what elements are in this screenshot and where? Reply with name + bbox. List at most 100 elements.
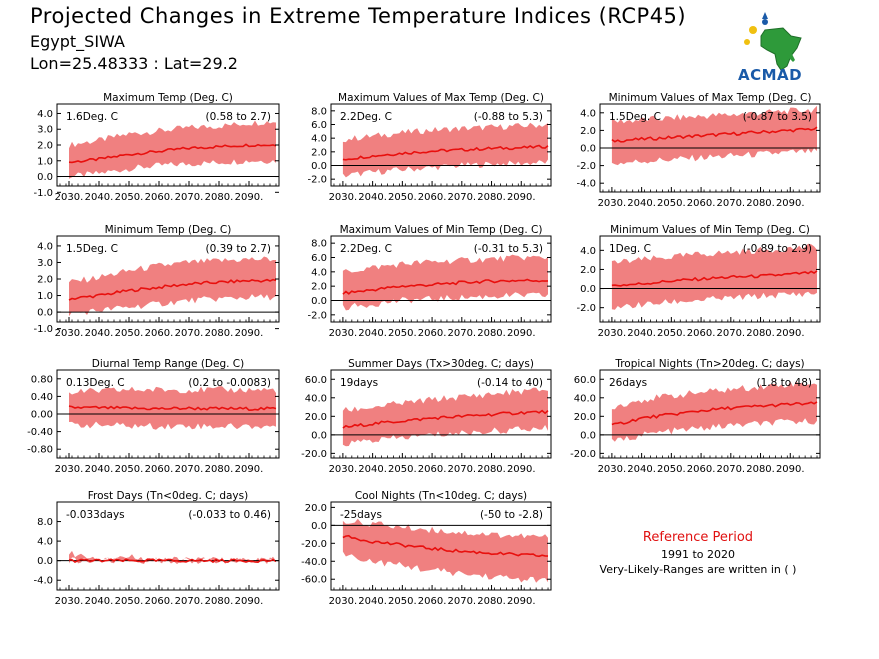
y-tick-label: 4.0 — [580, 246, 596, 257]
x-tick-label: 2080. — [477, 192, 506, 203]
x-tick-label: 2080. — [746, 198, 775, 209]
chart-title: Maximum Temp (Deg. C) — [103, 92, 233, 104]
y-tick-label: 4.0 — [37, 241, 53, 252]
likely-range-label: (0.58 to 2.7) — [206, 111, 272, 123]
y-tick-label: 2.0 — [311, 282, 327, 293]
series-mean-line — [68, 405, 277, 412]
y-tick-label: 20.0 — [305, 412, 327, 423]
x-tick-label: 2090. — [507, 596, 536, 607]
x-tick-label: 2090. — [776, 328, 805, 339]
y-tick-label: 60.0 — [574, 375, 596, 386]
series-mean-line — [68, 278, 277, 301]
x-tick-label: 2060. — [418, 596, 447, 607]
x-tick-label: 2040. — [85, 596, 114, 607]
chart-title: Maximum Values of Min Temp (Deg. C) — [340, 224, 543, 236]
africa-map-logo — [744, 12, 802, 71]
station-coordinates: Lon=25.48333 : Lat=29.2 — [30, 54, 238, 73]
x-tick-label: 2030. — [598, 328, 627, 339]
x-tick-label: 2050. — [115, 464, 144, 475]
figure-title: Projected Changes in Extreme Temperature… — [30, 4, 687, 28]
x-tick-label: 2090. — [235, 596, 264, 607]
x-tick-label: 2080. — [205, 192, 234, 203]
likely-range-label: (-0.033 to 0.46) — [188, 509, 271, 521]
reference-period-title: Reference Period — [642, 530, 754, 545]
station-name: Egypt_SIWA — [30, 32, 125, 51]
y-tick-label: -2.0 — [307, 310, 327, 321]
y-tick-label: -2.0 — [576, 161, 596, 172]
x-tick-label: 2030. — [598, 198, 627, 209]
x-tick-label: 2040. — [627, 198, 656, 209]
x-tick-label: 2080. — [477, 328, 506, 339]
y-tick-label: 8.0 — [311, 239, 327, 250]
median-change-label: 2.2Deg. C — [340, 111, 392, 123]
likely-range-label: (-0.14 to 40) — [477, 377, 543, 389]
x-tick-label: 2030. — [329, 596, 358, 607]
y-tick-label: 20.0 — [574, 412, 596, 423]
median-change-label: 2.2Deg. C — [340, 243, 392, 255]
y-tick-label: 0.40 — [31, 392, 53, 403]
y-tick-label: 0.0 — [311, 521, 327, 532]
y-tick-label: 0.0 — [37, 172, 53, 183]
x-tick-label: 2060. — [145, 596, 174, 607]
x-tick-label: 2040. — [358, 328, 387, 339]
x-tick-label: 2080. — [477, 464, 506, 475]
chart-title: Minimum Values of Max Temp (Deg. C) — [609, 92, 812, 104]
x-tick-label: 2050. — [388, 464, 417, 475]
median-change-label: 19days — [340, 377, 378, 389]
y-tick-label: 2.0 — [580, 126, 596, 137]
x-tick-label: 2070. — [175, 192, 204, 203]
x-tick-label: 2040. — [85, 464, 114, 475]
x-tick-label: 2050. — [115, 328, 144, 339]
y-tick-label: 0.0 — [580, 144, 596, 155]
x-tick-label: 2040. — [85, 328, 114, 339]
series-mean-line — [611, 401, 818, 426]
acmad-logo-text: ACMAD — [738, 66, 803, 84]
x-tick-label: 2080. — [746, 328, 775, 339]
y-tick-label: -1.0 — [33, 188, 53, 199]
x-tick-label: 2070. — [716, 464, 745, 475]
x-tick-label: 2040. — [627, 328, 656, 339]
likely-range-label: (1.8 to 48) — [757, 377, 812, 389]
x-tick-label: 2090. — [235, 328, 264, 339]
series-mean-line — [342, 144, 549, 161]
y-tick-label: -20.0 — [301, 539, 327, 550]
x-tick-label: 2070. — [716, 198, 745, 209]
x-tick-label: 2080. — [746, 464, 775, 475]
x-tick-label: 2050. — [657, 464, 686, 475]
y-tick-label: 4.0 — [37, 109, 53, 120]
y-tick-label: 2.0 — [311, 147, 327, 158]
median-change-label: 26days — [609, 377, 647, 389]
x-tick-label: 2040. — [627, 464, 656, 475]
chart-title: Diurnal Temp Range (Deg. C) — [92, 358, 244, 370]
x-tick-label: 2070. — [447, 596, 476, 607]
y-tick-label: 8.0 — [37, 517, 53, 528]
y-tick-label: 1.0 — [37, 291, 53, 302]
chart-title: Tropical Nights (Tn>20deg. C; days) — [614, 358, 804, 370]
median-change-label: 1.5Deg. C — [66, 243, 118, 255]
x-tick-label: 2080. — [205, 464, 234, 475]
y-tick-label: 2.0 — [37, 141, 53, 152]
likely-range-label: (-0.88 to 5.3) — [474, 111, 543, 123]
x-tick-label: 2030. — [329, 464, 358, 475]
y-tick-label: -4.0 — [33, 576, 53, 587]
x-tick-label: 2060. — [145, 464, 174, 475]
x-tick-label: 2080. — [477, 596, 506, 607]
likely-range-label: (0.39 to 2.7) — [206, 243, 272, 255]
likely-range-label: (-0.89 to 2.9) — [743, 243, 812, 255]
y-tick-label: 0.0 — [311, 430, 327, 441]
y-tick-label: -20.0 — [570, 449, 596, 460]
x-tick-label: 2060. — [687, 464, 716, 475]
x-tick-label: 2030. — [55, 464, 84, 475]
y-tick-label: -60.0 — [301, 575, 327, 586]
chart-title: Frost Days (Tn<0deg. C; days) — [88, 490, 248, 502]
x-tick-label: 2060. — [418, 464, 447, 475]
x-tick-label: 2080. — [205, 328, 234, 339]
y-tick-label: 0.0 — [580, 284, 596, 295]
x-tick-label: 2050. — [388, 192, 417, 203]
